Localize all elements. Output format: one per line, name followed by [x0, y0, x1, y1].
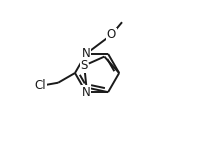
Text: N: N [82, 86, 90, 99]
Text: N: N [82, 47, 90, 60]
Text: Cl: Cl [35, 79, 46, 92]
Text: O: O [107, 28, 116, 41]
Text: S: S [80, 59, 88, 72]
